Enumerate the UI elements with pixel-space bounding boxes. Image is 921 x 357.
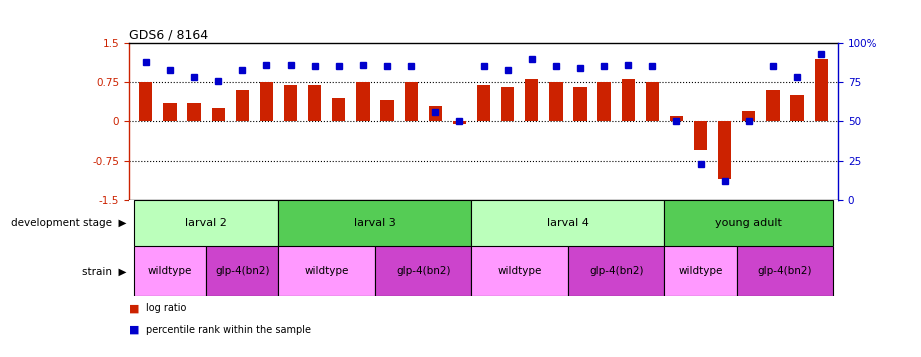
Bar	[188, 103, 201, 121]
Bar	[260, 82, 273, 121]
Bar	[477, 85, 490, 121]
Bar	[646, 82, 659, 121]
Text: wildtype: wildtype	[305, 266, 349, 276]
Text: strain  ▶: strain ▶	[82, 266, 127, 276]
Text: wildtype: wildtype	[497, 266, 542, 276]
Text: larval 4: larval 4	[547, 218, 589, 228]
Bar	[814, 59, 828, 121]
Bar	[375, 246, 472, 296]
Bar	[163, 103, 177, 121]
Text: development stage  ▶: development stage ▶	[11, 218, 127, 228]
Bar	[308, 85, 321, 121]
Bar	[139, 82, 153, 121]
Text: glp-4(bn2): glp-4(bn2)	[216, 266, 270, 276]
Text: ■: ■	[129, 303, 139, 313]
Text: wildtype: wildtype	[679, 266, 723, 276]
Bar	[694, 121, 707, 150]
Bar	[236, 90, 249, 121]
Bar	[206, 246, 278, 296]
Bar	[472, 200, 664, 246]
Bar	[284, 85, 297, 121]
Bar	[472, 246, 568, 296]
Text: larval 3: larval 3	[354, 218, 396, 228]
Text: percentile rank within the sample: percentile rank within the sample	[146, 325, 310, 335]
Bar	[212, 108, 225, 121]
Bar	[278, 246, 375, 296]
Bar	[766, 90, 779, 121]
Bar	[380, 100, 393, 121]
Text: GDS6 / 8164: GDS6 / 8164	[129, 29, 208, 42]
Bar	[356, 82, 369, 121]
Bar	[134, 246, 206, 296]
Text: glp-4(bn2): glp-4(bn2)	[758, 266, 812, 276]
Bar	[664, 200, 834, 246]
Bar	[501, 87, 514, 121]
Text: glp-4(bn2): glp-4(bn2)	[396, 266, 450, 276]
Text: log ratio: log ratio	[146, 303, 186, 313]
Bar	[278, 200, 472, 246]
Bar	[134, 200, 278, 246]
Text: larval 2: larval 2	[185, 218, 227, 228]
Bar	[568, 246, 664, 296]
Bar	[737, 246, 834, 296]
Text: young adult: young adult	[716, 218, 782, 228]
Bar	[404, 82, 418, 121]
Text: glp-4(bn2): glp-4(bn2)	[589, 266, 644, 276]
Bar	[574, 87, 587, 121]
Bar	[598, 82, 611, 121]
Text: wildtype: wildtype	[147, 266, 192, 276]
Bar	[670, 116, 683, 121]
Bar	[790, 95, 804, 121]
Bar	[549, 82, 563, 121]
Bar	[718, 121, 731, 179]
Text: ■: ■	[129, 325, 139, 335]
Bar	[742, 111, 755, 121]
Bar	[428, 106, 442, 121]
Bar	[525, 80, 539, 121]
Bar	[332, 98, 345, 121]
Bar	[622, 80, 635, 121]
Bar	[453, 121, 466, 124]
Bar	[664, 246, 737, 296]
